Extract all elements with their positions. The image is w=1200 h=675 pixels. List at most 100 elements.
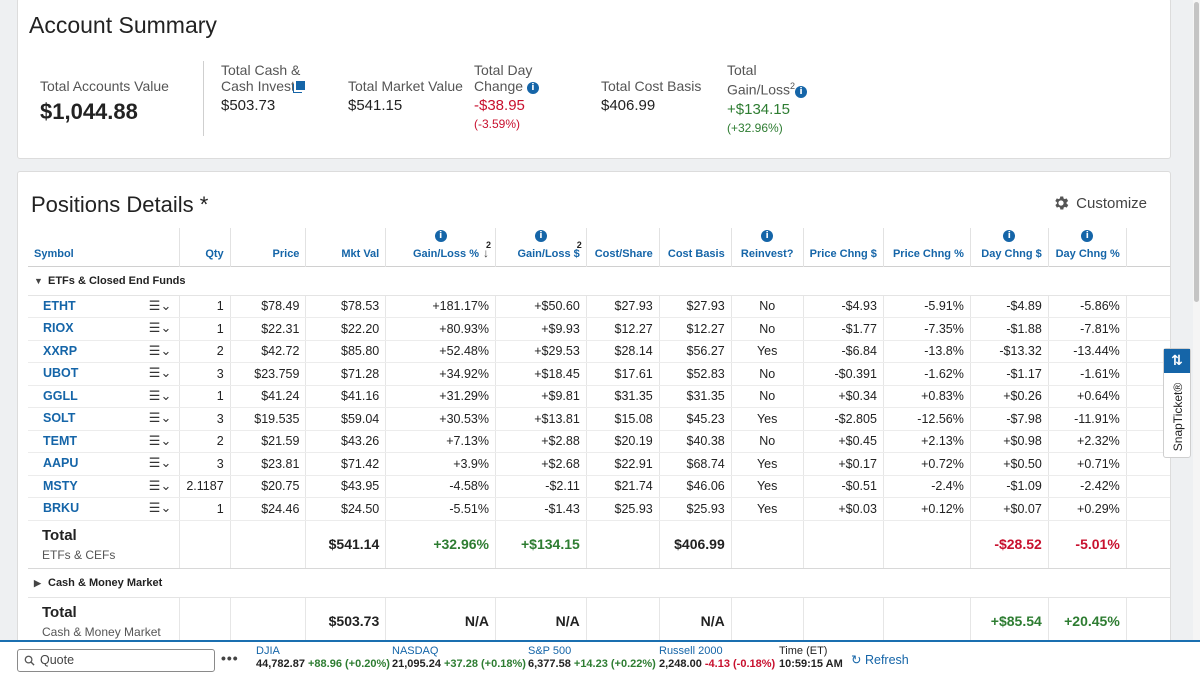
symbol-link[interactable]: UBOT <box>43 366 79 381</box>
row-menu-icon[interactable]: ☰⌄ <box>148 298 172 314</box>
reinvest-info-icon[interactable]: i <box>761 230 774 242</box>
col-gain-loss-pct[interactable]: i Gain/Loss % ↓ 2 <box>385 228 496 266</box>
customize-label: Customize <box>1076 194 1147 212</box>
caret-right-icon[interactable]: ▶ <box>34 577 41 588</box>
cell-reinv[interactable]: No <box>730 362 804 386</box>
col-reinvest[interactable]: i Reinvest? <box>730 228 804 266</box>
row-menu-icon[interactable]: ☰⌄ <box>148 366 172 382</box>
symbol-link[interactable]: GGLL <box>43 388 78 403</box>
index-nasdaq[interactable]: NASDAQ 21,095.24 +37.28 (+0.18%) <box>392 645 526 671</box>
cell-reinv[interactable]: No <box>730 295 804 318</box>
row-menu-icon[interactable]: ☰⌄ <box>148 456 172 472</box>
cost-basis-label: Total Cost Basis <box>601 78 702 94</box>
cell-gld: +$13.81 <box>494 407 587 431</box>
row-menu-icon[interactable]: ☰⌄ <box>148 343 172 359</box>
index-s-p-500[interactable]: S&P 500 6,377.58 +14.23 (+0.22%) <box>528 645 656 671</box>
symbol-link[interactable]: BRKU <box>43 501 80 516</box>
cell-reinv[interactable]: Yes <box>730 497 804 521</box>
row-menu-icon[interactable]: ☰⌄ <box>148 411 172 427</box>
scrollbar-thumb[interactable] <box>1194 2 1199 302</box>
cell-pcp: +0.72% <box>882 452 971 476</box>
row-menu-icon[interactable]: ☰⌄ <box>148 433 172 449</box>
etf-total-mkt: $541.14 <box>305 520 386 569</box>
gain-loss-pct-info-icon[interactable]: i <box>434 230 447 242</box>
etf-total-glp: +32.96% <box>385 520 496 569</box>
total-accounts-value: $1,044.88 <box>40 99 138 124</box>
symbol-link[interactable]: SOLT <box>43 411 76 426</box>
cash-total-sub: Cash & Money Market <box>42 624 161 639</box>
cash-total-glp: N/A <box>385 597 496 646</box>
cell-pcd: +$0.34 <box>802 385 884 408</box>
symbol-link[interactable]: ETHT <box>43 298 76 313</box>
caret-down-icon[interactable]: ▼ <box>34 275 43 286</box>
day-chng-dollar-info-icon[interactable]: i <box>1003 230 1016 242</box>
scrollbar-track[interactable] <box>1193 0 1200 675</box>
gain-label-2: Gain/Loss <box>727 81 791 98</box>
cell-gld: +$50.60 <box>494 295 587 318</box>
row-menu-icon[interactable]: ☰⌄ <box>148 478 172 494</box>
col-qty[interactable]: Qty <box>179 228 231 266</box>
cash-invest-detail-icon[interactable] <box>295 81 305 90</box>
spacer-cell <box>1125 452 1170 476</box>
symbol-link[interactable]: XXRP <box>43 343 78 358</box>
cash-total-cb: N/A <box>658 597 732 646</box>
refresh-label: Refresh <box>864 653 909 667</box>
cell-dcp: -1.61% <box>1047 362 1127 386</box>
quote-search-input[interactable]: Quote <box>17 649 215 672</box>
row-menu-icon[interactable]: ☰⌄ <box>148 388 172 404</box>
cell-qty: 3 <box>179 407 231 431</box>
cell-pcp: -2.4% <box>882 475 971 498</box>
day-change-value: -$38.95 <box>474 97 525 114</box>
symbol-link[interactable]: AAPU <box>43 456 79 471</box>
index-name: DJIA <box>256 645 280 657</box>
index-djia[interactable]: DJIA 44,782.87 +88.96 (+0.20%) <box>256 645 390 671</box>
index-change: +37.28 (+0.18%) <box>444 658 526 670</box>
cell-price: $20.75 <box>229 475 306 498</box>
symbol-link[interactable]: MSTY <box>43 478 78 493</box>
group-cash-row[interactable]: ▶ Cash & Money Market <box>28 568 1170 598</box>
cell-pcd: -$4.93 <box>802 295 884 318</box>
cell-dcp: +0.71% <box>1047 452 1127 476</box>
cell-pcd: +$0.03 <box>802 497 884 521</box>
cell-reinv[interactable]: No <box>730 430 804 453</box>
cell-qty: 2 <box>179 340 231 363</box>
col-price-chng-dollar[interactable]: Price Chng $ <box>802 228 884 266</box>
col-cost-share[interactable]: Cost/Share <box>585 228 660 266</box>
refresh-button[interactable]: ↻ Refresh <box>851 652 909 667</box>
more-options-icon[interactable]: ••• <box>221 650 239 666</box>
cell-reinv[interactable]: Yes <box>730 452 804 476</box>
col-cost-basis[interactable]: Cost Basis <box>658 228 732 266</box>
col-day-chng-pct[interactable]: i Day Chng % <box>1047 228 1127 266</box>
group-etf-row[interactable]: ▼ ETFs & Closed End Funds <box>28 266 1170 296</box>
snapticket-tab[interactable]: ⇅ SnapTicket® <box>1163 348 1191 458</box>
col-price-chng-pct[interactable]: Price Chng % <box>882 228 971 266</box>
row-menu-icon[interactable]: ☰⌄ <box>148 501 172 517</box>
col-day-chng-dollar[interactable]: i Day Chng $ <box>969 228 1049 266</box>
col-symbol[interactable]: Symbol <box>34 247 74 260</box>
index-value: 6,377.58 +14.23 (+0.22%) <box>528 658 656 671</box>
col-gain-loss-dollar[interactable]: i Gain/Loss $2 <box>494 228 587 266</box>
row-menu-icon[interactable]: ☰⌄ <box>148 321 172 337</box>
customize-button[interactable]: Customize <box>1052 194 1147 212</box>
cell-reinv[interactable]: No <box>730 385 804 408</box>
gain-loss-dollar-info-icon[interactable]: i <box>534 230 547 242</box>
day-chng-pct-info-icon[interactable]: i <box>1081 230 1094 242</box>
day-change-info-icon[interactable]: i <box>526 82 539 94</box>
gain-info-icon[interactable]: i <box>795 85 808 98</box>
col-price[interactable]: Price <box>229 228 306 266</box>
index-russell-2000[interactable]: Russell 2000 2,248.00 -4.13 (-0.18%) <box>659 645 775 671</box>
cell-reinv[interactable]: No <box>730 317 804 341</box>
cell-glp: +31.29% <box>385 385 496 408</box>
cell-price: $19.535 <box>229 407 306 431</box>
cell-reinv[interactable]: Yes <box>730 407 804 431</box>
cell-reinv[interactable]: Yes <box>730 475 804 498</box>
symbol-link[interactable]: RIOX <box>43 321 74 336</box>
col-mkt-val[interactable]: Mkt Val <box>305 228 386 266</box>
cell-reinv[interactable]: Yes <box>730 340 804 363</box>
symbol-cell: ☰⌄ MSTY <box>28 475 180 498</box>
cell-glp: +80.93% <box>385 317 496 341</box>
swap-arrows-icon[interactable]: ⇅ <box>1164 349 1190 373</box>
symbol-link[interactable]: TEMT <box>43 433 78 448</box>
spacer-cell <box>1125 497 1170 521</box>
cell-price: $78.49 <box>229 295 306 318</box>
